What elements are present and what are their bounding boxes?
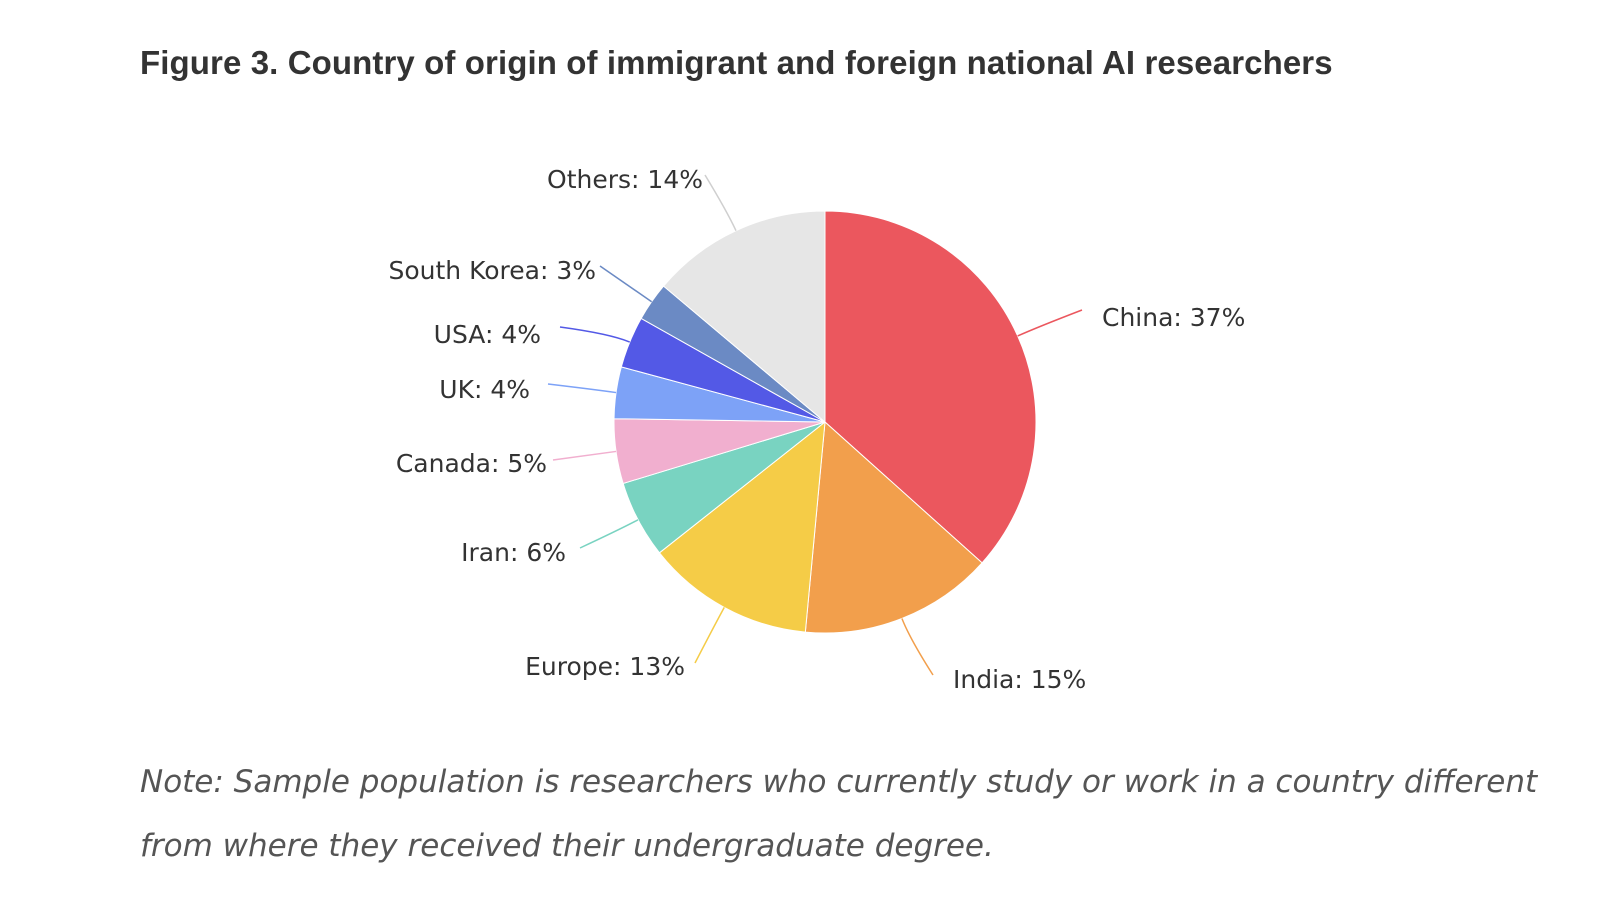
slice-label-europe: Europe: 13% <box>525 652 685 681</box>
slice-label-iran: Iran: 6% <box>461 538 566 567</box>
pie-slice-europe <box>658 420 826 633</box>
leader-line-europe <box>694 607 725 664</box>
pie-slice-india <box>804 420 983 634</box>
pie-slice-others <box>662 210 826 424</box>
slice-label-others: Others: 14% <box>547 165 703 194</box>
slice-label-usa: USA: 4% <box>434 320 541 349</box>
slice-label-uk: UK: 4% <box>439 375 530 404</box>
leader-line-canada <box>552 450 617 461</box>
leader-line-uk <box>547 383 617 394</box>
slice-label-china: China: 37% <box>1102 303 1245 332</box>
leader-line-others <box>704 174 737 232</box>
pie-slice-china <box>824 210 1037 564</box>
leader-line-iran <box>579 519 639 549</box>
pie-slices <box>613 210 1037 634</box>
slice-label-south-korea: South Korea: 3% <box>388 256 596 285</box>
slice-labels: China: 37% India: 15% Europe: 13% Iran: 6% C… <box>388 165 1245 694</box>
leader-line-south-korea <box>599 265 653 303</box>
slice-label-india: India: 15% <box>953 665 1086 694</box>
leader-line-china <box>1017 309 1083 337</box>
leader-line-india <box>901 618 934 676</box>
leader-line-usa <box>559 326 631 343</box>
figure-note: Note: Sample population is researchers w… <box>140 764 1538 864</box>
leader-lines <box>547 174 1083 676</box>
pie-chart: China: 37% India: 15% Europe: 13% Iran: 6% C… <box>388 165 1245 694</box>
figure-title: Figure 3. Country of origin of immigrant… <box>140 44 1333 81</box>
slice-label-canada: Canada: 5% <box>396 449 547 478</box>
